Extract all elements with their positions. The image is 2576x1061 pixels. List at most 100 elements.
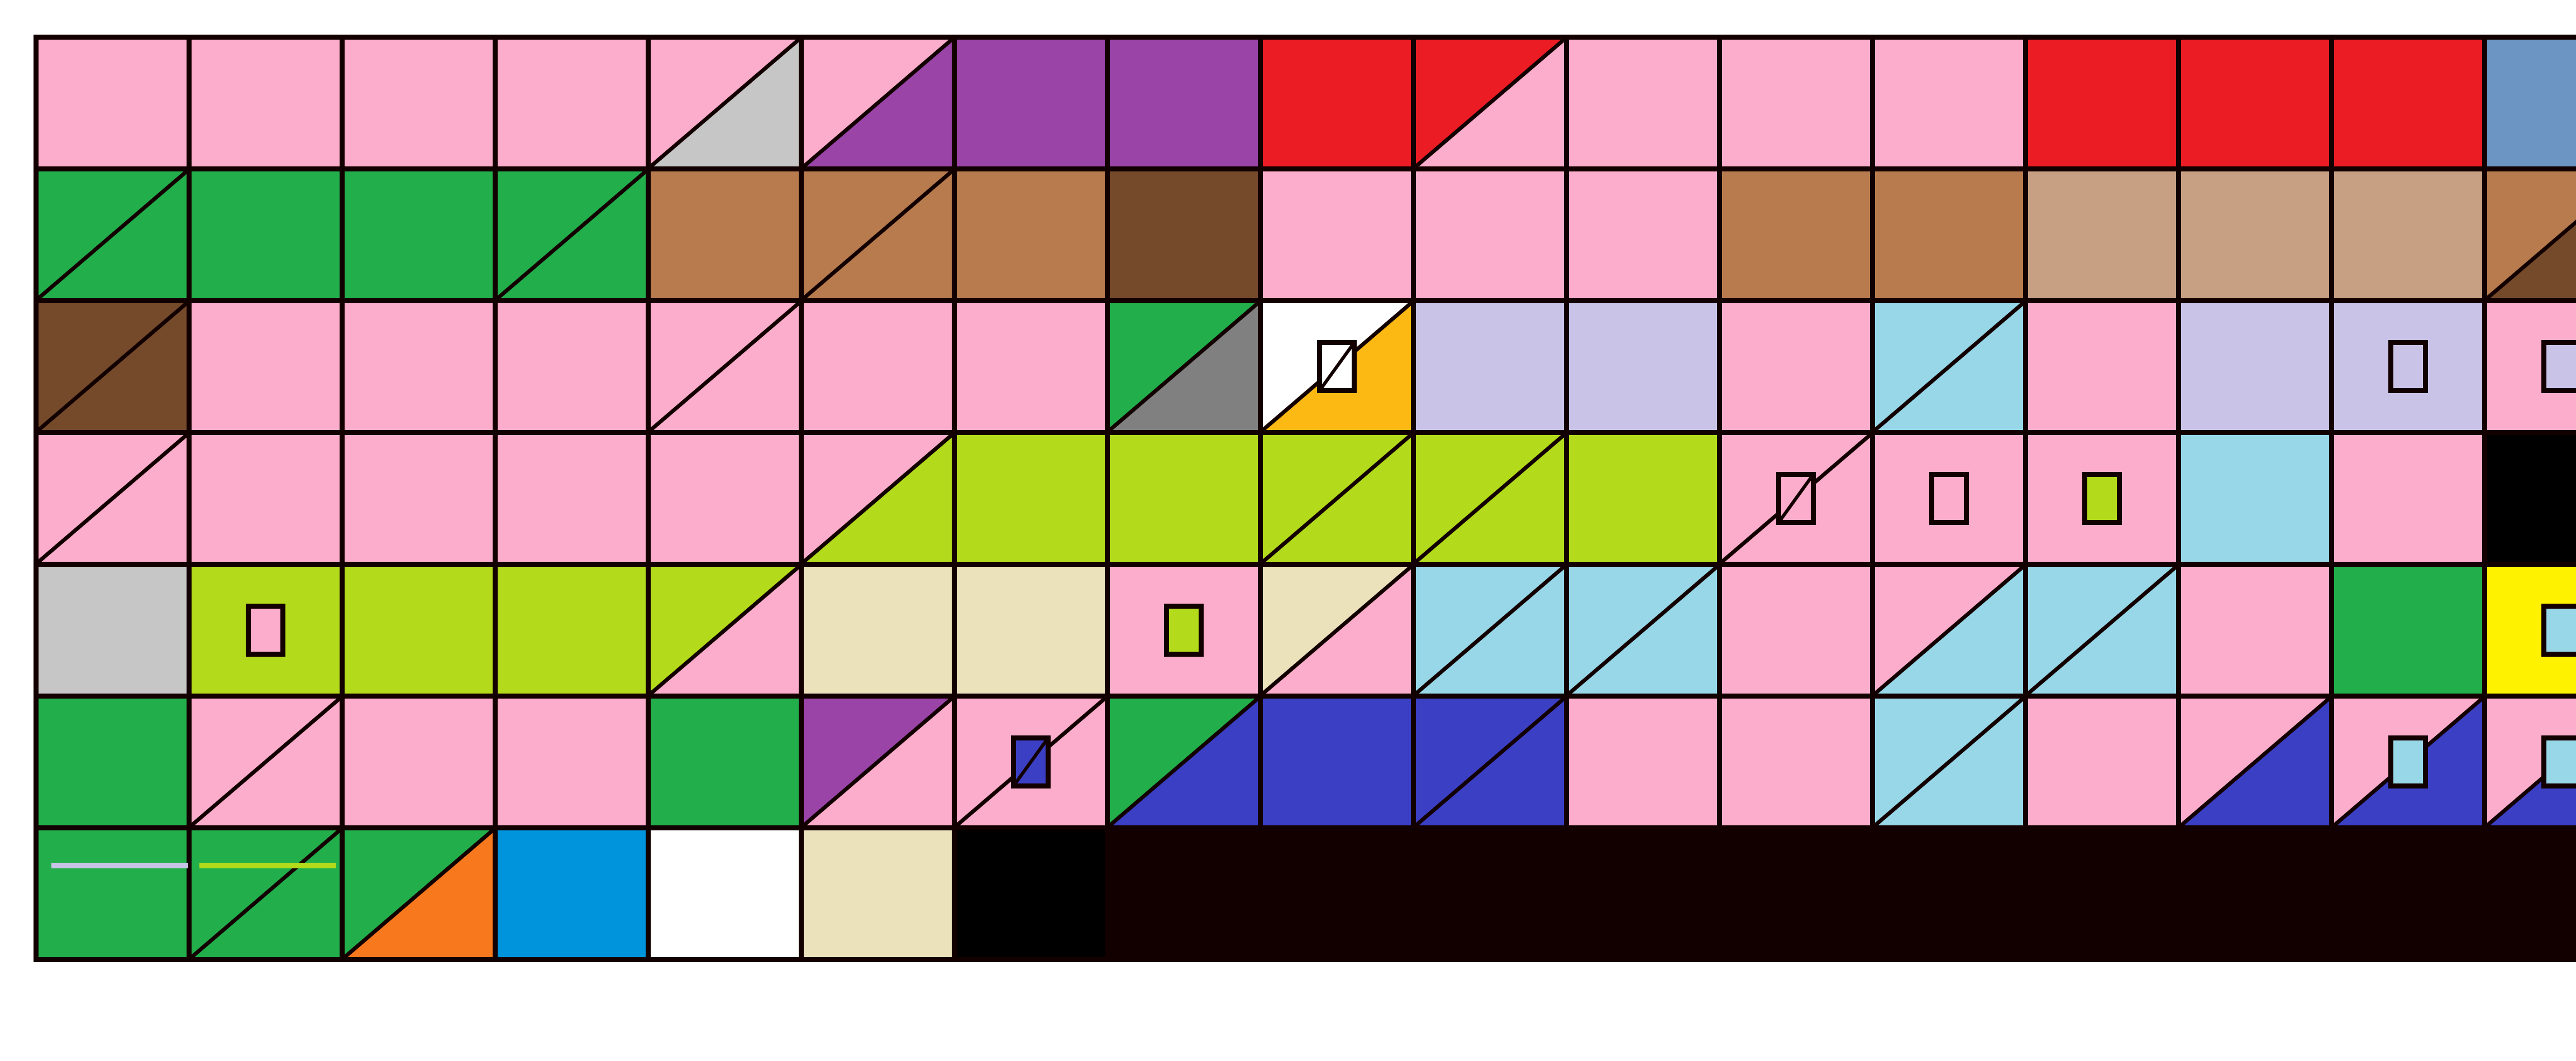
grid-cell[interactable] (1875, 567, 2023, 694)
grid-cell[interactable] (651, 171, 799, 298)
grid-cell[interactable] (804, 830, 952, 957)
grid-cell[interactable] (651, 303, 799, 430)
grid-cell[interactable] (2028, 171, 2176, 298)
grid-cell[interactable] (1416, 567, 1564, 694)
grid-cell[interactable] (804, 699, 952, 825)
grid-cell[interactable] (957, 40, 1105, 166)
grid-cell[interactable] (957, 830, 1105, 957)
grid-cell[interactable] (804, 171, 952, 298)
grid-cell[interactable] (345, 435, 493, 562)
grid-cell[interactable] (2181, 171, 2329, 298)
grid-cell[interactable] (1110, 303, 1258, 430)
grid-cell[interactable] (192, 435, 340, 562)
grid-cell[interactable] (2181, 699, 2329, 825)
grid-cell[interactable] (1569, 40, 1717, 166)
grid-cell[interactable] (957, 303, 1105, 430)
grid-cell[interactable] (1875, 435, 2023, 562)
grid-cell[interactable] (957, 567, 1105, 694)
grid-cell[interactable] (651, 830, 799, 957)
grid-cell[interactable] (345, 171, 493, 298)
grid-cell[interactable] (2334, 567, 2482, 694)
grid-cell[interactable] (345, 830, 493, 957)
grid-cell[interactable] (2334, 303, 2482, 430)
grid-cell[interactable] (498, 435, 646, 562)
grid-cell[interactable] (1722, 171, 1870, 298)
grid-cell[interactable] (1416, 40, 1564, 166)
grid-cell[interactable] (1875, 699, 2023, 825)
grid-cell[interactable] (192, 171, 340, 298)
grid-cell[interactable] (1263, 40, 1411, 166)
grid-cell[interactable] (1110, 567, 1258, 694)
grid-cell[interactable] (2487, 699, 2576, 825)
grid-cell[interactable] (2487, 171, 2576, 298)
grid-cell[interactable] (2487, 40, 2576, 166)
grid-cell[interactable] (804, 40, 952, 166)
grid-cell[interactable] (345, 567, 493, 694)
grid-cell[interactable] (2334, 171, 2482, 298)
grid-cell[interactable] (2181, 567, 2329, 694)
grid-cell[interactable] (2181, 40, 2329, 166)
grid-cell[interactable] (498, 699, 646, 825)
grid-cell[interactable] (345, 40, 493, 166)
grid-cell[interactable] (2334, 435, 2482, 562)
grid-cell[interactable] (1875, 40, 2023, 166)
grid-cell[interactable] (498, 830, 646, 957)
grid-cell[interactable] (1263, 699, 1411, 825)
grid-cell[interactable] (2487, 303, 2576, 430)
grid-cell[interactable] (1416, 171, 1564, 298)
grid-cell[interactable] (957, 699, 1105, 825)
grid-cell[interactable] (1875, 171, 2023, 298)
grid-cell[interactable] (957, 435, 1105, 562)
grid-cell[interactable] (2334, 40, 2482, 166)
grid-cell[interactable] (192, 40, 340, 166)
grid-cell[interactable] (1569, 171, 1717, 298)
grid-cell[interactable] (1722, 435, 1870, 562)
grid-cell[interactable] (39, 435, 187, 562)
grid-cell[interactable] (1110, 699, 1258, 825)
grid-cell[interactable] (1110, 40, 1258, 166)
grid-cell[interactable] (651, 567, 799, 694)
grid-cell[interactable] (1416, 435, 1564, 562)
grid-cell[interactable] (498, 567, 646, 694)
grid-cell[interactable] (1722, 40, 1870, 166)
grid-cell[interactable] (2028, 40, 2176, 166)
grid-cell[interactable] (1416, 699, 1564, 825)
grid-cell[interactable] (2028, 303, 2176, 430)
grid-cell[interactable] (804, 435, 952, 562)
grid-cell[interactable] (1569, 567, 1717, 694)
grid-cell[interactable] (957, 171, 1105, 298)
grid-cell[interactable] (192, 567, 340, 694)
grid-cell[interactable] (345, 303, 493, 430)
grid-cell[interactable] (804, 303, 952, 430)
grid-cell[interactable] (1263, 303, 1411, 430)
grid-cell[interactable] (2334, 699, 2482, 825)
grid-cell[interactable] (39, 699, 187, 825)
grid-cell[interactable] (1569, 699, 1717, 825)
grid-cell[interactable] (1263, 171, 1411, 298)
grid-cell[interactable] (651, 40, 799, 166)
grid-cell[interactable] (192, 830, 340, 957)
grid-cell[interactable] (39, 303, 187, 430)
grid-cell[interactable] (2028, 435, 2176, 562)
grid-cell[interactable] (651, 435, 799, 562)
grid-cell[interactable] (1875, 303, 2023, 430)
grid-cell[interactable] (39, 171, 187, 298)
grid-cell[interactable] (1569, 303, 1717, 430)
grid-cell[interactable] (804, 567, 952, 694)
grid-cell[interactable] (39, 567, 187, 694)
grid-cell[interactable] (2487, 435, 2576, 562)
grid-cell[interactable] (192, 303, 340, 430)
grid-cell[interactable] (1110, 171, 1258, 298)
grid-cell[interactable] (345, 699, 493, 825)
grid-cell[interactable] (651, 699, 799, 825)
grid-cell[interactable] (498, 40, 646, 166)
grid-cell[interactable] (1110, 435, 1258, 562)
grid-cell[interactable] (1416, 303, 1564, 430)
grid-cell[interactable] (2487, 567, 2576, 694)
grid-cell[interactable] (192, 699, 340, 825)
grid-cell[interactable] (1569, 435, 1717, 562)
grid-cell[interactable] (39, 830, 187, 957)
grid-cell[interactable] (498, 303, 646, 430)
grid-cell[interactable] (2181, 303, 2329, 430)
grid-cell[interactable] (2028, 567, 2176, 694)
